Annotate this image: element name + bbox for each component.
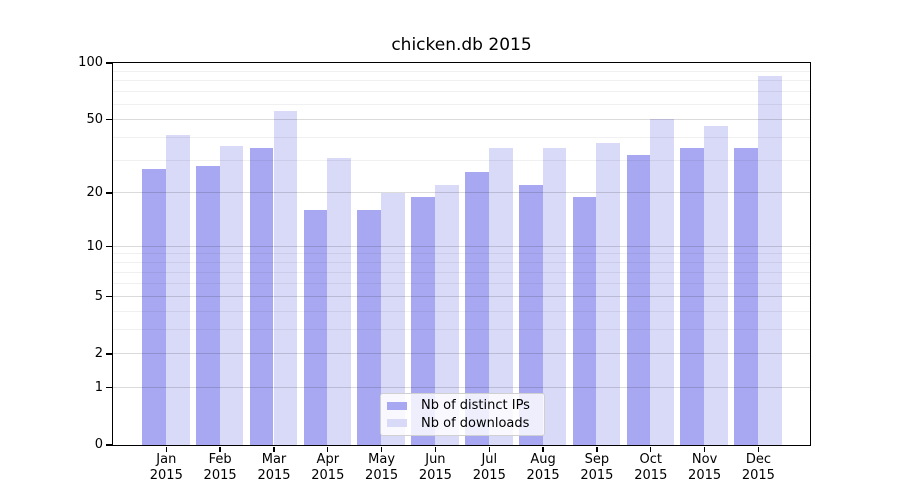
- bar-ips-aug: [518, 185, 543, 445]
- gridline-major-100: [112, 62, 810, 63]
- y-tick-label-50: 50: [86, 111, 103, 127]
- legend-label-distinct-ips: Nb of distinct IPs: [421, 398, 530, 414]
- x-tick-label-nov: Nov 2015: [688, 452, 722, 483]
- legend-item-downloads: Nb of downloads: [387, 416, 536, 431]
- bar-ips-nov: [680, 147, 705, 445]
- x-tick-label-feb: Feb 2015: [203, 452, 237, 483]
- x-tick-jul: [488, 446, 490, 452]
- gridline-minor-40: [112, 136, 810, 138]
- legend: Nb of distinct IPs Nb of downloads: [380, 393, 545, 436]
- bar-downloads-dec: [757, 75, 782, 445]
- x-tick-label-mar: Mar 2015: [257, 452, 291, 483]
- y-tick-label-20: 20: [86, 185, 103, 200]
- gridline-minor-9: [112, 253, 810, 255]
- gridline-minor-3: [112, 329, 810, 331]
- gridline-major-20: [112, 192, 810, 193]
- x-tick-label-dec: Dec 2015: [741, 452, 775, 483]
- legend-item-distinct-ips: Nb of distinct IPs: [387, 398, 536, 413]
- x-tick-label-may: May 2015: [365, 452, 399, 483]
- bar-downloads-oct: [650, 119, 675, 445]
- x-tick-sep: [596, 446, 598, 452]
- bar-downloads-sep: [596, 143, 621, 445]
- y-tick-50: [105, 118, 112, 121]
- gridline-major-50: [112, 118, 810, 120]
- bar-downloads-mar: [273, 111, 298, 445]
- gridline-minor-90: [112, 70, 810, 72]
- y-tick-0: [105, 444, 112, 446]
- gridline-major-10: [112, 245, 810, 247]
- legend-swatch-distinct-ips-icon: [387, 401, 407, 410]
- x-tick-label-jan: Jan 2015: [149, 452, 183, 483]
- x-tick-jun: [434, 446, 437, 452]
- gridline-major-2: [112, 353, 810, 355]
- gridline-minor-7: [112, 271, 810, 273]
- x-tick-label-sep: Sep 2015: [580, 452, 614, 483]
- bar-downloads-feb: [219, 145, 244, 445]
- legend-label-downloads: Nb of downloads: [421, 415, 530, 431]
- gridline-minor-8: [112, 262, 810, 264]
- bar-downloads-aug: [542, 147, 567, 445]
- gridline-minor-4: [112, 310, 810, 312]
- gridline-major-1: [112, 386, 810, 388]
- y-tick-label-10: 10: [86, 238, 103, 254]
- y-tick-label-2: 2: [94, 346, 103, 362]
- x-tick-label-jul: Jul 2015: [472, 452, 506, 483]
- y-tick-label-0: 0: [94, 437, 103, 452]
- bar-downloads-jan: [165, 135, 190, 445]
- bar-ips-feb: [195, 165, 220, 445]
- x-tick-oct: [650, 446, 652, 452]
- bar-downloads-nov: [704, 125, 728, 445]
- gridline-minor-80: [112, 80, 810, 82]
- x-tick-label-oct: Oct 2015: [634, 452, 668, 483]
- bar-ips-jul: [465, 171, 489, 445]
- plot-area: [111, 61, 811, 446]
- bar-ips-apr: [303, 210, 328, 445]
- x-tick-may: [380, 446, 383, 452]
- gridline-minor-60: [112, 103, 810, 105]
- y-tick-label-5: 5: [94, 288, 103, 304]
- x-tick-label-aug: Aug 2015: [526, 452, 560, 483]
- x-tick-jan: [165, 446, 167, 452]
- y-tick-5: [105, 296, 112, 298]
- x-tick-label-jun: Jun 2015: [418, 452, 452, 483]
- y-tick-2: [105, 353, 112, 355]
- y-tick-10: [105, 245, 112, 248]
- chart-title: chicken.db 2015: [391, 35, 532, 55]
- bar-downloads-apr: [327, 157, 352, 445]
- gridline-minor-30: [112, 159, 810, 161]
- bar-ips-dec: [734, 147, 758, 445]
- bar-downloads-may: [381, 192, 405, 445]
- x-tick-aug: [542, 446, 544, 452]
- x-tick-mar: [273, 446, 275, 452]
- x-tick-feb: [219, 446, 221, 452]
- gridline-minor-6: [112, 282, 810, 284]
- bar-ips-jun: [411, 196, 435, 445]
- bar-ips-may: [357, 210, 382, 445]
- bar-ips-mar: [249, 147, 274, 445]
- bar-downloads-jul: [488, 147, 513, 445]
- x-tick-label-apr: Apr 2015: [311, 452, 345, 483]
- gridline-minor-70: [112, 91, 810, 93]
- x-tick-dec: [757, 446, 760, 452]
- x-tick-nov: [703, 446, 706, 452]
- legend-swatch-downloads-icon: [387, 419, 407, 428]
- bar-ips-oct: [626, 155, 651, 445]
- y-tick-1: [105, 386, 112, 389]
- bar-downloads-jun: [434, 185, 459, 445]
- bar-ips-sep: [572, 196, 597, 445]
- bar-ips-jan: [142, 168, 166, 445]
- y-tick-label-1: 1: [94, 379, 103, 395]
- y-tick-20: [105, 192, 112, 194]
- y-tick-100: [105, 62, 112, 64]
- gridline-major-5: [112, 295, 810, 297]
- y-tick-label-100: 100: [78, 55, 103, 70]
- x-tick-apr: [327, 446, 329, 452]
